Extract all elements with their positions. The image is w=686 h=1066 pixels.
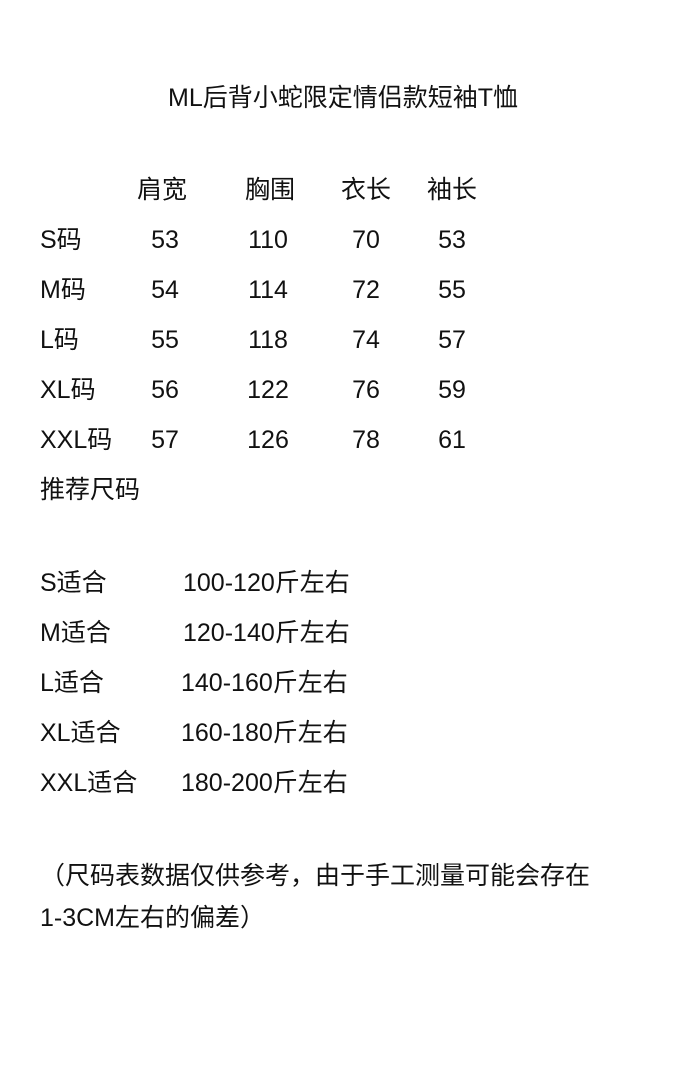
size-label: XL码 bbox=[40, 376, 96, 404]
size-value: 57 bbox=[151, 426, 179, 454]
note-line-1: （尺码表数据仅供参考，由于手工测量可能会存在 bbox=[40, 862, 591, 890]
recommend-size: XL适合 bbox=[40, 719, 121, 747]
recommend-size: S适合 bbox=[40, 569, 107, 597]
recommend-size: M适合 bbox=[40, 619, 111, 647]
size-value: 55 bbox=[438, 276, 466, 304]
size-value: 59 bbox=[438, 376, 466, 404]
size-label: M码 bbox=[40, 276, 86, 304]
size-value: 122 bbox=[247, 376, 289, 404]
size-value: 57 bbox=[438, 326, 466, 354]
size-value: 53 bbox=[151, 226, 179, 254]
recommend-size: L适合 bbox=[40, 669, 104, 697]
size-value: 53 bbox=[438, 226, 466, 254]
size-label: XXL码 bbox=[40, 426, 113, 454]
size-value: 55 bbox=[151, 326, 179, 354]
size-value: 70 bbox=[352, 226, 380, 254]
size-value: 76 bbox=[352, 376, 380, 404]
size-label: L码 bbox=[40, 326, 79, 354]
size-value: 74 bbox=[352, 326, 380, 354]
size-value: 54 bbox=[151, 276, 179, 304]
recommend-weight-range: 180-200斤左右 bbox=[181, 769, 348, 797]
size-value: 61 bbox=[438, 426, 466, 454]
column-header-chest: 胸围 bbox=[244, 176, 296, 204]
size-value: 126 bbox=[247, 426, 289, 454]
column-header-sleeve: 袖长 bbox=[426, 176, 478, 204]
column-header-length: 衣长 bbox=[340, 176, 392, 204]
note-line-2: 1-3CM左右的偏差） bbox=[40, 904, 266, 932]
size-value: 114 bbox=[248, 276, 288, 304]
recommend-weight-range: 140-160斤左右 bbox=[181, 669, 348, 697]
size-value: 110 bbox=[248, 226, 288, 254]
recommend-weight-range: 100-120斤左右 bbox=[183, 569, 350, 597]
size-value: 78 bbox=[352, 426, 380, 454]
recommend-heading: 推荐尺码 bbox=[40, 476, 141, 504]
size-value: 56 bbox=[151, 376, 179, 404]
size-value: 118 bbox=[248, 326, 288, 354]
recommend-size: XXL适合 bbox=[40, 769, 138, 797]
size-label: S码 bbox=[40, 226, 82, 254]
recommend-weight-range: 120-140斤左右 bbox=[183, 619, 350, 647]
column-header-shoulder: 肩宽 bbox=[136, 176, 188, 204]
size-value: 72 bbox=[352, 276, 380, 304]
recommend-weight-range: 160-180斤左右 bbox=[181, 719, 348, 747]
page-title: ML后背小蛇限定情侣款短袖T恤 bbox=[167, 84, 519, 112]
